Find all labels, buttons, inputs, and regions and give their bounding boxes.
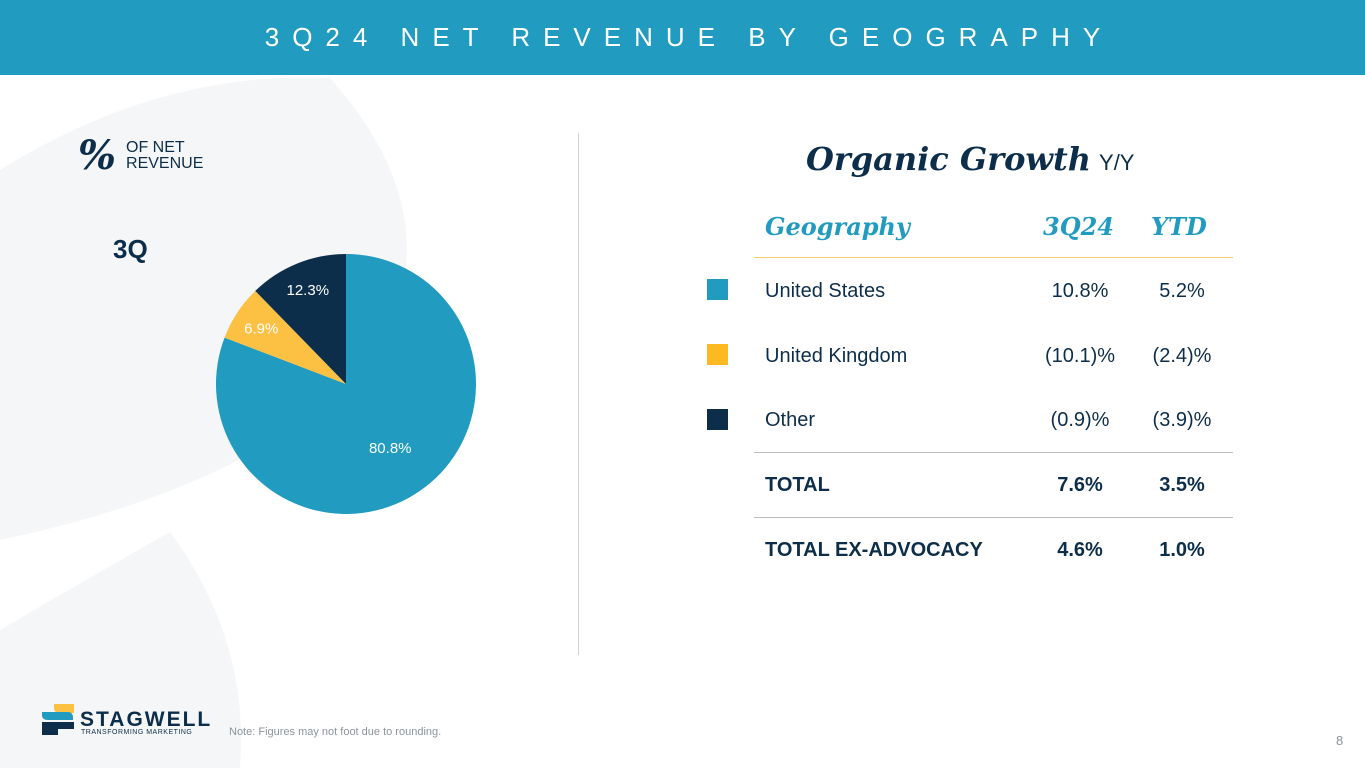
footnote: Note: Figures may not foot due to roundi… <box>229 726 442 738</box>
organic-growth-title: Organic Growth Y/Y <box>806 140 1134 178</box>
period-label: 3Q <box>113 234 148 264</box>
total-rule <box>754 452 1233 453</box>
percent-caption: OF NET REVENUE <box>126 139 204 172</box>
row-3q24-united-kingdom: (10.1)% <box>1044 345 1116 367</box>
pie-label-united-kingdom: 6.9% <box>244 320 278 337</box>
vertical-divider <box>578 133 579 655</box>
header-bar: 3Q24 NET REVENUE BY GEOGRAPHY <box>0 0 1365 75</box>
revenue-pie-chart: 80.8% 6.9% 12.3% <box>216 254 476 514</box>
row-3q24-united-states: 10.8% <box>1051 280 1109 302</box>
row-geo-united-kingdom: United Kingdom <box>765 345 908 367</box>
row-ytd-other: (3.9)% <box>1152 409 1212 431</box>
percent-symbol: % <box>78 132 117 179</box>
total-ex-advocacy-rule <box>754 517 1233 518</box>
stagwell-logo-icon <box>42 704 74 735</box>
organic-growth-title-main: Organic Growth <box>806 140 1092 178</box>
row-ytd-united-states: 5.2% <box>1159 280 1205 302</box>
percent-of-net-revenue-label: % OF NET REVENUE <box>78 136 226 176</box>
page-number: 8 <box>1336 733 1344 748</box>
pie-slice-united-kingdom <box>224 290 346 384</box>
page-title: 3Q24 NET REVENUE BY GEOGRAPHY <box>264 22 1114 52</box>
row-3q24-other: (0.9)% <box>1050 409 1110 431</box>
header-rule <box>754 257 1233 258</box>
row-ytd-total: 3.5% <box>1159 474 1205 496</box>
column-header-3q24: 3Q24 <box>1043 212 1115 241</box>
column-header-ytd: YTD <box>1151 212 1207 241</box>
legend-swatch-united-states <box>707 279 728 300</box>
legend-swatch-other <box>707 409 728 430</box>
logo-wordmark: STAGWELL <box>80 708 213 731</box>
row-3q24-total-ex-advocacy: 4.6% <box>1057 539 1103 561</box>
pie-label-other: 12.3% <box>287 282 330 299</box>
organic-growth-title-sub: Y/Y <box>1099 150 1135 175</box>
logo-tagline: TRANSFORMING MARKETING <box>81 729 193 736</box>
pie-label-united-states: 80.8% <box>369 440 412 457</box>
row-ytd-united-kingdom: (2.4)% <box>1152 345 1212 367</box>
row-3q24-total: 7.6% <box>1057 474 1103 496</box>
legend-swatch-united-kingdom <box>707 344 728 365</box>
row-geo-total: TOTAL <box>765 474 830 496</box>
row-geo-other: Other <box>765 409 816 431</box>
pie-slice-other <box>255 254 346 384</box>
row-geo-united-states: United States <box>765 280 886 302</box>
row-ytd-total-ex-advocacy: 1.0% <box>1159 539 1205 561</box>
row-geo-total-ex-advocacy: TOTAL EX-ADVOCACY <box>765 539 983 561</box>
column-header-geography: Geography <box>765 212 910 241</box>
